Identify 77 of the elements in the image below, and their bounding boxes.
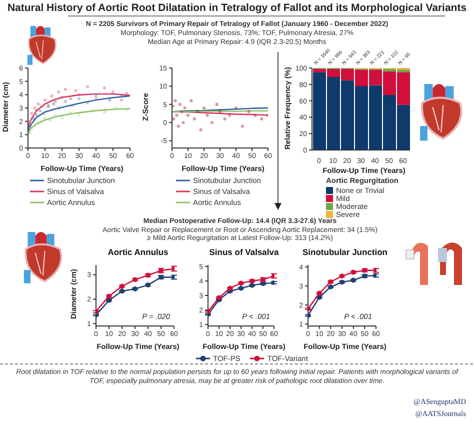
point [54, 100, 57, 103]
point [91, 109, 94, 112]
point [120, 98, 124, 102]
point [50, 94, 54, 98]
point [172, 117, 176, 121]
point [28, 132, 32, 135]
point [60, 96, 64, 99]
point [68, 97, 72, 100]
point [223, 117, 226, 121]
point [190, 99, 193, 102]
chart-title: Sinus of Valsalva [209, 247, 279, 257]
point [74, 89, 78, 92]
point [77, 97, 81, 100]
point [247, 110, 250, 114]
point [36, 121, 40, 124]
point [36, 102, 40, 106]
point [38, 109, 42, 112]
point [111, 90, 115, 94]
point [33, 124, 36, 127]
point [64, 100, 67, 103]
point [120, 94, 124, 98]
point [183, 106, 186, 110]
point [182, 120, 185, 124]
point [178, 102, 182, 106]
point [94, 93, 98, 96]
point [210, 120, 214, 124]
point [254, 114, 257, 117]
point [77, 113, 81, 116]
point [40, 120, 44, 123]
point [86, 101, 90, 104]
point [108, 98, 112, 102]
point [42, 112, 45, 115]
point [102, 110, 106, 114]
line-series [28, 108, 130, 134]
point [60, 116, 64, 119]
point [94, 96, 98, 99]
point [114, 106, 118, 110]
point [57, 90, 60, 94]
point [206, 114, 209, 117]
point [64, 88, 67, 91]
point [218, 110, 222, 114]
point [102, 86, 106, 90]
point [43, 117, 47, 120]
point [228, 114, 232, 117]
point [34, 109, 38, 112]
point [240, 124, 244, 128]
point [43, 98, 47, 102]
chart-title: Aortic Annulus [108, 247, 168, 257]
point [202, 106, 206, 110]
point [186, 114, 190, 117]
point [199, 128, 202, 132]
point [40, 105, 44, 108]
point [180, 110, 184, 114]
point [215, 102, 218, 106]
point [52, 102, 56, 106]
point [33, 106, 36, 110]
point [48, 118, 52, 122]
text: Natural History of Aortic Root Dilatation in Tetralogy of Fallot and its Morphological Variants [7, 2, 467, 14]
point [192, 117, 196, 121]
point [125, 108, 128, 111]
point [234, 106, 238, 110]
point [70, 104, 74, 107]
point [54, 114, 57, 118]
point [174, 99, 177, 102]
point [125, 92, 128, 95]
point [260, 117, 264, 121]
point [28, 120, 32, 123]
chart-title: Sinotubular Junction [302, 247, 388, 257]
point [30, 112, 33, 115]
point [57, 106, 60, 110]
point [86, 85, 90, 88]
point [176, 124, 180, 128]
point [68, 112, 72, 115]
point [196, 110, 200, 114]
point [77, 93, 81, 96]
point [34, 113, 38, 116]
point [175, 114, 178, 117]
